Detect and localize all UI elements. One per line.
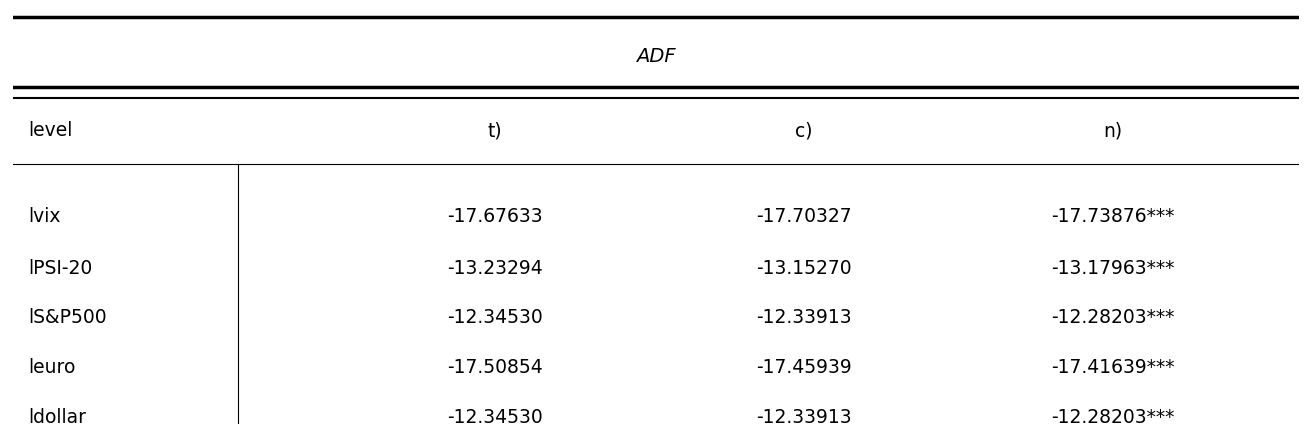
- Text: lS&P500: lS&P500: [29, 308, 108, 327]
- Text: -12.33913: -12.33913: [756, 408, 851, 424]
- Text: ldollar: ldollar: [29, 408, 87, 424]
- Text: level: level: [29, 121, 73, 140]
- Text: -17.41639***: -17.41639***: [1051, 358, 1174, 377]
- Text: -12.28203***: -12.28203***: [1051, 308, 1174, 327]
- Text: -13.23294: -13.23294: [447, 259, 543, 278]
- Text: leuro: leuro: [29, 358, 76, 377]
- Text: t): t): [488, 121, 502, 140]
- Text: -13.17963***: -13.17963***: [1051, 259, 1174, 278]
- Text: -13.15270: -13.15270: [756, 259, 851, 278]
- Text: -12.34530: -12.34530: [447, 408, 543, 424]
- Text: -12.33913: -12.33913: [756, 308, 851, 327]
- Text: lvix: lvix: [29, 206, 62, 226]
- Text: -17.67633: -17.67633: [447, 206, 543, 226]
- Text: c): c): [795, 121, 812, 140]
- Text: -17.73876***: -17.73876***: [1051, 206, 1174, 226]
- Text: -12.34530: -12.34530: [447, 308, 543, 327]
- Text: ADF: ADF: [636, 47, 676, 66]
- Text: -17.45939: -17.45939: [756, 358, 851, 377]
- Text: -17.50854: -17.50854: [447, 358, 543, 377]
- Text: -12.28203***: -12.28203***: [1051, 408, 1174, 424]
- Text: lPSI-20: lPSI-20: [29, 259, 93, 278]
- Text: n): n): [1103, 121, 1122, 140]
- Text: -17.70327: -17.70327: [756, 206, 851, 226]
